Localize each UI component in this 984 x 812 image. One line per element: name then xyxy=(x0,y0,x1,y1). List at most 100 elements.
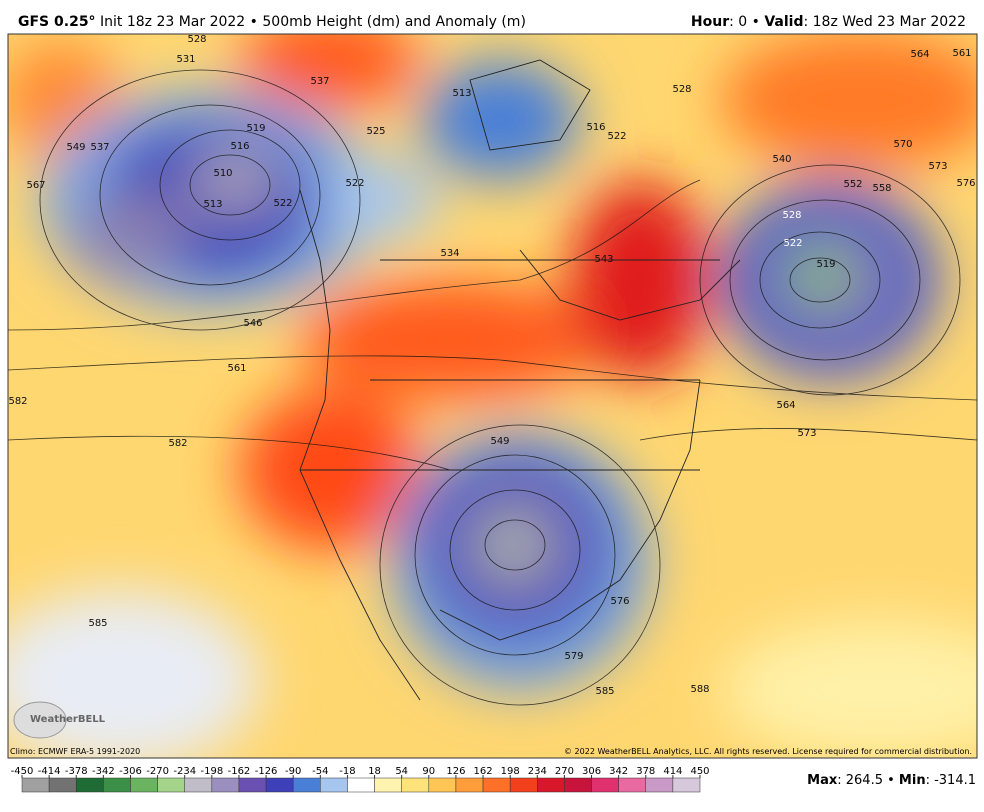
header-left: GFS 0.25° Init 18z 23 Mar 2022 • 500mb H… xyxy=(18,14,526,30)
contour-label: 522 xyxy=(273,198,292,209)
colorbar-tick-label: 198 xyxy=(501,766,520,777)
map: 528 531 537 549 567 537 525 522 519 516 … xyxy=(8,34,977,758)
contour-label: 567 xyxy=(26,180,45,191)
colorbar-swatch xyxy=(103,777,131,793)
contour-label: 588 xyxy=(690,684,709,695)
contour-label: 570 xyxy=(893,139,912,150)
contour-label: 525 xyxy=(366,126,385,137)
colorbar-swatch xyxy=(347,777,375,793)
contour-label: 564 xyxy=(776,400,795,411)
contour-label: 522 xyxy=(783,238,802,249)
colorbar-swatch xyxy=(672,777,701,793)
colorbar-tick-label: -126 xyxy=(255,766,278,777)
contour-label: 573 xyxy=(797,428,816,439)
colorbar-tick-label: -342 xyxy=(92,766,115,777)
colorbar-swatch xyxy=(645,777,674,793)
colorbar-swatch xyxy=(591,777,619,793)
contour-label: 528 xyxy=(672,84,691,95)
contour-label: 516 xyxy=(586,122,605,133)
colorbar-tick-label: -414 xyxy=(38,766,61,777)
colorbar-swatch xyxy=(75,777,104,793)
contour-label: 573 xyxy=(928,161,947,172)
contour-label: 531 xyxy=(176,54,195,65)
max-min: Max: 264.5 • Min: -314.1 xyxy=(807,773,976,788)
contour-label: 540 xyxy=(772,154,791,165)
contour-label: 513 xyxy=(452,88,471,99)
colorbar-tick-label: 162 xyxy=(473,766,492,777)
contour-label: 543 xyxy=(594,254,613,265)
colorbar-swatch xyxy=(455,777,484,793)
colorbar-tick-label: 270 xyxy=(555,766,574,777)
copyright: © 2022 WeatherBELL Analytics, LLC. All r… xyxy=(564,747,972,756)
colorbar-swatch xyxy=(428,777,457,793)
colorbar-swatch xyxy=(482,777,511,793)
colorbar-tick-label: -378 xyxy=(65,766,88,777)
colorbar-swatch xyxy=(564,777,592,793)
contour-label: 546 xyxy=(243,318,262,329)
colorbar-tick-label: 414 xyxy=(663,766,682,777)
contour-label: 519 xyxy=(816,259,835,270)
colorbar-tick-label: 378 xyxy=(636,766,655,777)
colorbar-swatch xyxy=(130,777,158,793)
colorbar-tick-label: 450 xyxy=(690,766,709,777)
contour-label: 522 xyxy=(345,178,364,189)
contour-label: 582 xyxy=(168,438,187,449)
colorbar-tick-label: -18 xyxy=(339,766,355,777)
colorbar-swatch xyxy=(238,777,267,793)
contour-label: 528 xyxy=(782,210,801,221)
logo-mark xyxy=(13,701,67,739)
colorbar-swatch xyxy=(265,777,294,793)
contour-label: 519 xyxy=(246,123,265,134)
colorbar-swatch xyxy=(401,777,430,793)
colorbar-swatch xyxy=(292,777,321,793)
colorbar-swatch xyxy=(211,777,240,793)
contour-label: 522 xyxy=(607,131,626,142)
colorbar-swatch xyxy=(374,777,402,793)
colorbar-tick-label: -162 xyxy=(228,766,251,777)
colorbar-tick-label: 126 xyxy=(446,766,465,777)
contour-label: 534 xyxy=(440,248,459,259)
header-right: Hour: 0 • Valid: 18z Wed 23 Mar 2022 xyxy=(691,14,966,30)
colorbar-swatch xyxy=(184,777,213,793)
contour-label: 585 xyxy=(595,686,614,697)
contour-label: 510 xyxy=(213,168,232,179)
climo: Climo: ECMWF ERA-5 1991-2020 xyxy=(10,747,140,756)
contour-label: 513 xyxy=(203,199,222,210)
colorbar-tick-label: -54 xyxy=(312,766,328,777)
contour-label: 576 xyxy=(956,178,975,189)
colorbar-swatch xyxy=(509,777,538,793)
colorbar-swatch xyxy=(21,777,50,793)
colorbar-tick-label: -198 xyxy=(200,766,223,777)
colorbar-tick-label: -234 xyxy=(173,766,196,777)
colorbar-tick-label: -270 xyxy=(146,766,169,777)
colorbar-swatch xyxy=(157,777,185,793)
colorbar-tick-label: 90 xyxy=(422,766,435,777)
contour-label: 552 xyxy=(843,179,862,190)
colorbar-tick-label: 306 xyxy=(582,766,601,777)
logo: WeatherBELL xyxy=(30,714,106,725)
colorbar-swatch xyxy=(320,777,348,793)
colorbar-swatch xyxy=(537,777,565,793)
contour-label: 561 xyxy=(952,48,971,59)
colorbar-swatch xyxy=(48,777,77,793)
contour-label: 576 xyxy=(610,596,629,607)
colorbar-tick-label: -450 xyxy=(11,766,34,777)
colorbar-tick-label: 18 xyxy=(368,766,381,777)
contour-label: 549 xyxy=(66,142,85,153)
contour-label: 561 xyxy=(227,363,246,374)
contour-label: 537 xyxy=(90,142,109,153)
contour-label: 585 xyxy=(88,618,107,629)
contour-label: 516 xyxy=(230,141,249,152)
contour-label: 549 xyxy=(490,436,509,447)
colorbar-tick-label: 234 xyxy=(528,766,547,777)
map-frame xyxy=(7,33,978,759)
colorbar-tick-label: 54 xyxy=(395,766,408,777)
contour-label: 564 xyxy=(910,49,929,60)
contour-label: 582 xyxy=(8,396,27,407)
contour-label: 579 xyxy=(564,651,583,662)
colorbar-tick-label: 342 xyxy=(609,766,628,777)
contour-label: 537 xyxy=(310,76,329,87)
colorbar-tick-label: -90 xyxy=(285,766,301,777)
contour-label: 558 xyxy=(872,183,891,194)
